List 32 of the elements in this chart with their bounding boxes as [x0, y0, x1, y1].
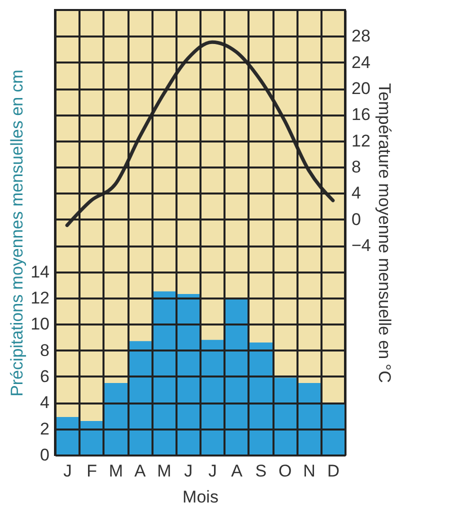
y-tick-label: 4 [40, 393, 50, 412]
y-axis-title: Précipitations moyennes mensuelles en cm [8, 70, 27, 396]
y-tick-label: 14 [30, 262, 50, 282]
y2-axis-title: Température moyenne mensuelle en °C [374, 83, 394, 383]
x-tick-label: M [108, 462, 124, 480]
y2-tick-label: −4 [352, 236, 371, 256]
y2-tick-label: 24 [352, 52, 370, 72]
y2-tick-label: 4 [352, 184, 361, 203]
y-tick-label: 2 [40, 419, 50, 438]
x-tick-label: F [86, 462, 97, 480]
y-tick-label: 6 [40, 366, 50, 386]
y-tick-label: 8 [40, 340, 50, 360]
x-tick-label: J [63, 462, 72, 480]
y2-tick-label: 8 [352, 158, 361, 177]
y2-tick-label: 20 [352, 79, 370, 98]
x-tick-label: O [278, 462, 292, 480]
y2-tick-label: 0 [352, 210, 361, 229]
x-tick-label: J [184, 462, 193, 480]
y-tick-label: 12 [30, 288, 50, 308]
y-tick-label: 10 [30, 314, 50, 334]
x-tick-label: J [208, 462, 217, 480]
x-tick-label: M [157, 462, 172, 480]
x-tick-label: A [231, 462, 244, 480]
y-tick-label: 0 [40, 446, 50, 464]
x-tick-label: S [255, 462, 267, 480]
x-tick-label: A [134, 462, 146, 480]
y2-tick-label: 12 [352, 131, 370, 150]
x-tick-label: N [303, 462, 316, 480]
y2-tick-label: 28 [352, 26, 370, 46]
x-axis-title: Mois [182, 488, 218, 506]
x-tick-label: D [327, 462, 340, 480]
y2-tick-label: 16 [352, 105, 370, 124]
